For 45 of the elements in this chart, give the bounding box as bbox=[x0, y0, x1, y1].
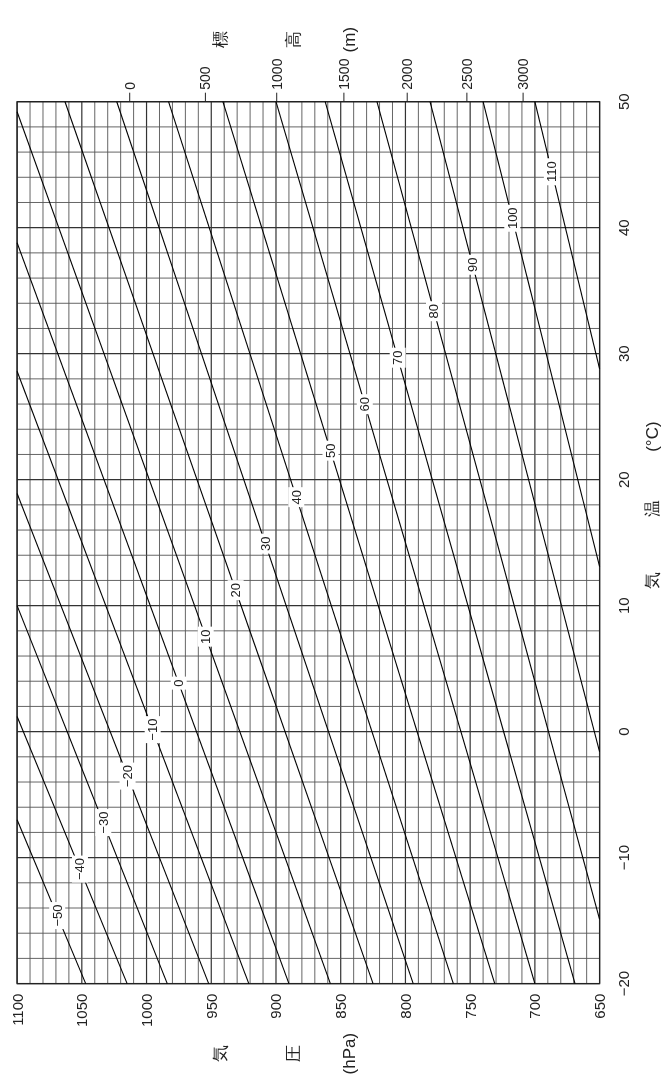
xtick: 850 bbox=[332, 993, 350, 1019]
series-label: 90 bbox=[465, 257, 481, 272]
xtick: 950 bbox=[202, 993, 220, 1019]
series-label: −40 bbox=[72, 858, 88, 881]
series-label: 110 bbox=[544, 161, 560, 183]
series-label: −30 bbox=[95, 811, 111, 834]
series-label: 50 bbox=[323, 443, 338, 458]
series-label: 10 bbox=[198, 629, 214, 644]
annotation: 0 bbox=[121, 81, 138, 90]
series-label: 100 bbox=[504, 207, 520, 230]
series-label: −20 bbox=[120, 765, 136, 788]
annotation: 2000 bbox=[399, 58, 416, 90]
xlabel: 気圧(hPa) bbox=[210, 1032, 359, 1075]
ytick: −10 bbox=[615, 844, 633, 871]
xtick: 750 bbox=[461, 993, 479, 1019]
series-label: 40 bbox=[288, 489, 304, 505]
xtick: 800 bbox=[396, 993, 414, 1019]
xtick: 650 bbox=[591, 993, 609, 1019]
x2label: 標高(m) bbox=[210, 26, 359, 53]
series-label: 70 bbox=[390, 350, 406, 365]
series-label: −50 bbox=[49, 904, 65, 927]
series-label: 20 bbox=[228, 582, 244, 598]
xtick: 1050 bbox=[73, 993, 91, 1027]
xtick: 1000 bbox=[138, 993, 156, 1027]
ytick: 20 bbox=[615, 471, 633, 488]
ytick: 0 bbox=[615, 727, 633, 736]
series-label: 80 bbox=[426, 304, 442, 319]
ytick: 10 bbox=[615, 597, 633, 614]
ylabel: 気 温 (°C) bbox=[642, 421, 662, 590]
ytick: 40 bbox=[615, 219, 633, 237]
annotation: 2500 bbox=[458, 58, 475, 90]
annotation: 1500 bbox=[335, 58, 352, 90]
xtick: 900 bbox=[267, 993, 285, 1019]
ytick: 30 bbox=[615, 345, 633, 362]
series-label: 60 bbox=[357, 396, 373, 412]
series-label: 30 bbox=[257, 536, 273, 551]
xtick: 1100 bbox=[8, 993, 26, 1026]
ytick: −20 bbox=[615, 970, 633, 997]
annotation: 3000 bbox=[515, 58, 532, 90]
xtick: 700 bbox=[526, 993, 544, 1019]
annotation: 500 bbox=[197, 66, 214, 90]
ytick: 50 bbox=[615, 93, 633, 111]
series-label: 0 bbox=[171, 679, 187, 687]
annotation: 1000 bbox=[268, 58, 285, 90]
series-label: −10 bbox=[145, 718, 161, 741]
